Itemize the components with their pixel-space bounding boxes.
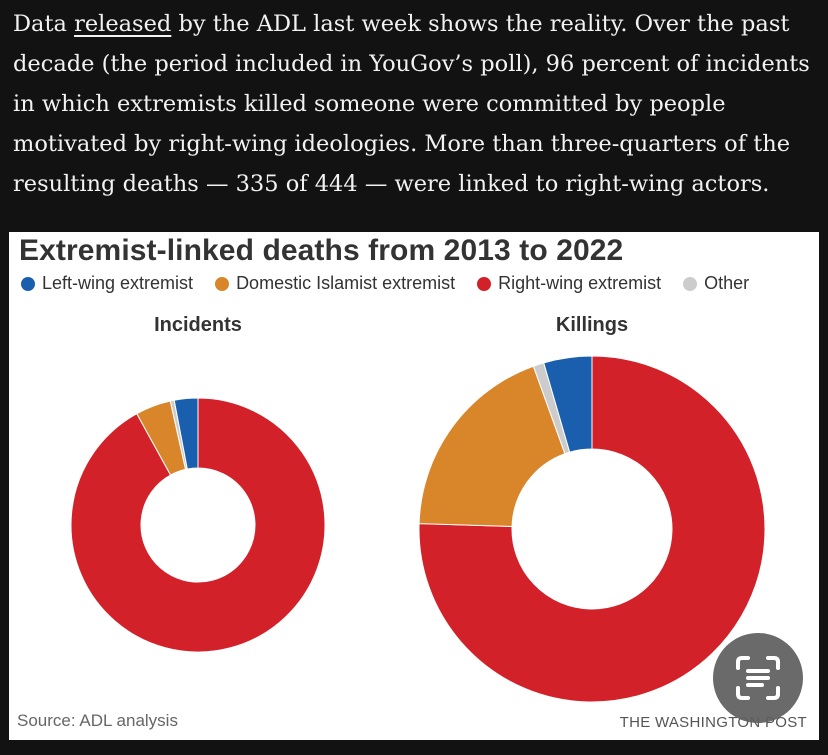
- killings-donut: [418, 355, 766, 703]
- chart-card: Extremist-linked deaths from 2013 to 202…: [9, 232, 819, 740]
- donut-charts: [70, 355, 766, 703]
- killings-chart-label: Killings: [555, 314, 629, 336]
- killings-slice-left-wing-extremist: [543, 355, 593, 453]
- legend-label-left-wing: Left-wing extremist: [42, 273, 194, 293]
- legend-item-domestic-islamist: Domestic Islamist extremist: [215, 273, 455, 294]
- article-text-rest: by the ADL last week shows the reality. …: [13, 11, 810, 197]
- legend-swatch-other: [683, 276, 698, 291]
- legend-swatch-left-wing: [21, 276, 35, 291]
- killings-slice-right-wing-extremist: [418, 355, 766, 703]
- text-scan-icon: [736, 656, 780, 700]
- incidents-donut: [70, 397, 326, 653]
- killings-slice-domestic-islamist-extremist: [418, 365, 566, 528]
- chart-legend: Left-wing extremist Domestic Islamist ex…: [21, 273, 771, 294]
- lens-scan-button[interactable]: [713, 633, 803, 723]
- incidents-chart-label: Incidents: [154, 314, 242, 336]
- released-link[interactable]: released: [74, 11, 172, 37]
- legend-label-right-wing: Right-wing extremist: [498, 273, 662, 293]
- legend-label-other: Other: [704, 273, 750, 293]
- legend-swatch-domestic-islamist: [215, 276, 230, 291]
- legend-item-right-wing: Right-wing extremist: [477, 273, 661, 294]
- chart-source: Source: ADL analysis: [17, 711, 178, 730]
- article-text-start: Data: [13, 11, 75, 37]
- legend-swatch-right-wing: [477, 276, 492, 291]
- chart-title: Extremist-linked deaths from 2013 to 202…: [19, 234, 624, 267]
- article-paragraph: Data released by the ADL last week shows…: [13, 4, 818, 204]
- legend-item-other: Other: [683, 273, 749, 294]
- legend-label-domestic-islamist: Domestic Islamist extremist: [236, 273, 456, 293]
- incidents-slice-right-wing-extremist: [70, 397, 326, 653]
- incidents-slice-left-wing-extremist: [173, 397, 199, 470]
- legend-item-left-wing: Left-wing extremist: [21, 273, 193, 294]
